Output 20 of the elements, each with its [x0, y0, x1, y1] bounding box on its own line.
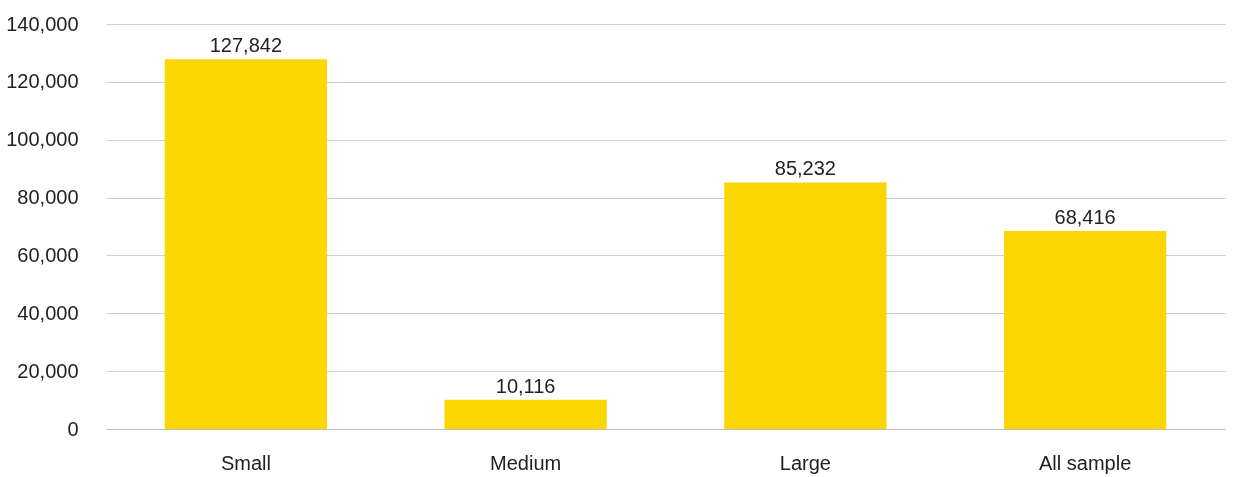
y-tick-label: 20,000 [17, 359, 79, 382]
x-tick-label: Large [779, 451, 831, 474]
y-tick-label: 60,000 [17, 243, 79, 266]
data-label: 10,116 [495, 374, 556, 397]
bar [444, 399, 607, 429]
y-tick-label: 100,000 [6, 128, 79, 151]
x-tick-label: Medium [490, 451, 562, 474]
y-tick-label: 40,000 [17, 301, 79, 324]
bar [1004, 231, 1167, 429]
data-label: 68,416 [1054, 206, 1116, 229]
data-label: 127,842 [209, 34, 283, 57]
y-tick-label: 0 [67, 417, 79, 440]
bar [724, 182, 887, 429]
data-label: 85,232 [774, 157, 836, 180]
bar [164, 59, 327, 429]
y-tick-label: 120,000 [6, 70, 79, 93]
y-tick-label: 80,000 [17, 186, 79, 209]
x-tick-label: All sample [1038, 451, 1132, 474]
x-tick-label: Small [220, 451, 271, 474]
y-tick-label: 140,000 [6, 12, 79, 35]
